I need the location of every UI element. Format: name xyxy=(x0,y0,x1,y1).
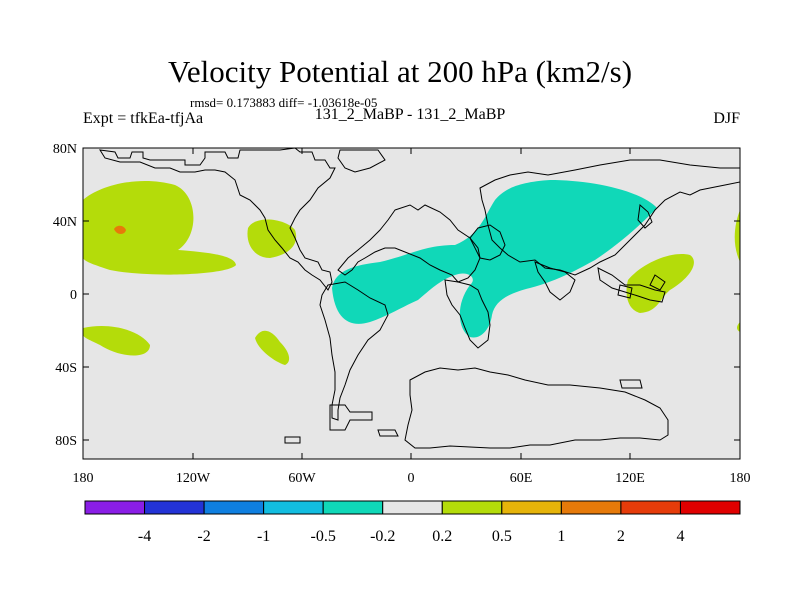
colorbar-label: -0.2 xyxy=(370,528,395,545)
colorbar-swatch xyxy=(263,500,324,515)
shaded-regions xyxy=(83,180,740,365)
experiment-label: Expt = tfkEa-tfjAa xyxy=(83,110,204,127)
lat-tick-label: 80N xyxy=(53,142,77,157)
colorbar-swatch xyxy=(441,500,503,515)
colorbar-swatch xyxy=(84,500,146,515)
lat-tick-label: 40S xyxy=(55,361,77,376)
colorbar-swatch xyxy=(322,500,384,515)
lon-tick-label: 120E xyxy=(615,471,645,486)
lon-tick-label: 180 xyxy=(73,471,94,486)
lat-axis: 80N 40N 0 40S 80S xyxy=(53,142,740,449)
colorbar: -4 -2 -1 -0.5 -0.2 0.2 0.5 1 2 4 xyxy=(84,500,741,545)
colorbar-swatch xyxy=(620,500,681,515)
runs-label: 131_2_MaBP - 131_2_MaBP xyxy=(314,106,506,123)
coastlines xyxy=(99,147,741,449)
colorbar-label: 1 xyxy=(557,528,565,545)
colorbar-swatch xyxy=(203,500,265,515)
colorbar-label: 0.2 xyxy=(432,528,452,545)
positive-region-pacific-north xyxy=(83,180,236,275)
colorbar-label: 4 xyxy=(676,528,684,545)
colorbar-label: 2 xyxy=(617,528,625,545)
positive-region-east-edge-south xyxy=(737,322,740,332)
positive-region-north-america xyxy=(247,219,297,258)
colorbar-label: -1 xyxy=(257,528,270,545)
lat-tick-label: 0 xyxy=(70,288,77,303)
colorbar-swatch xyxy=(501,500,562,515)
chart-title: Velocity Potential at 200 hPa (km2/s) xyxy=(167,54,633,89)
colorbar-swatch xyxy=(679,500,741,515)
stats-label: rmsd= 0.173883 diff= -1.03618e-05 xyxy=(190,95,378,110)
colorbar-swatch xyxy=(382,500,443,515)
lon-tick-label: 60E xyxy=(510,471,533,486)
lat-tick-label: 40N xyxy=(53,215,77,230)
lon-tick-label: 60W xyxy=(288,471,316,486)
lon-tick-label: 0 xyxy=(408,471,415,486)
lon-axis: 180 120W 60W 0 60E 120E 180 xyxy=(73,148,751,486)
colorbar-label: -0.5 xyxy=(311,528,336,545)
colorbar-swatch xyxy=(144,500,205,515)
colorbar-swatch xyxy=(560,500,622,515)
colorbar-label: -4 xyxy=(138,528,151,545)
colorbar-label: 0.5 xyxy=(492,528,512,545)
lon-tick-label: 120W xyxy=(176,471,211,486)
lon-tick-label: 180 xyxy=(730,471,751,486)
positive-region-south-america xyxy=(255,330,290,365)
colorbar-label: -2 xyxy=(197,528,210,545)
positive-region-pacific-south xyxy=(83,325,150,356)
lat-tick-label: 80S xyxy=(55,434,77,449)
positive-mid-spot xyxy=(114,225,126,234)
season-label: DJF xyxy=(713,110,740,127)
positive-region-east-edge-north xyxy=(734,210,740,262)
negative-region-africa-asia xyxy=(332,180,657,338)
